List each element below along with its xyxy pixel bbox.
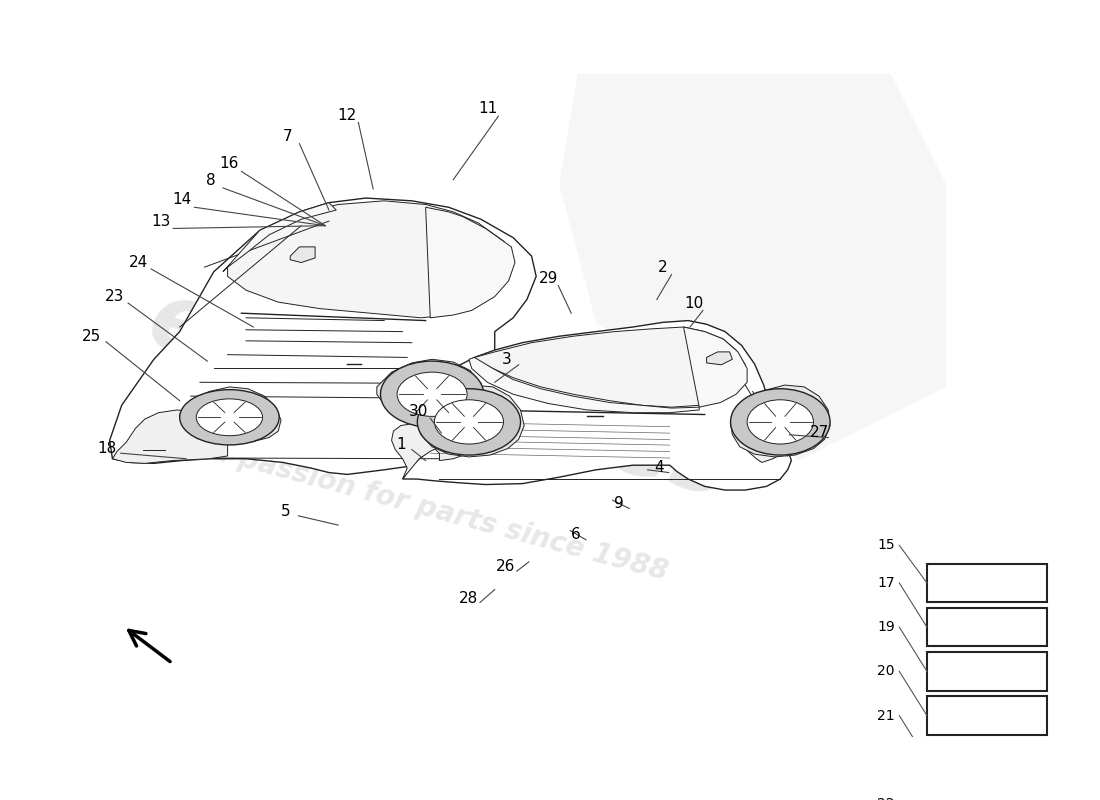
Ellipse shape	[417, 389, 520, 455]
Polygon shape	[559, 74, 946, 461]
Polygon shape	[417, 385, 525, 457]
Ellipse shape	[434, 400, 504, 444]
Text: 19: 19	[877, 620, 894, 634]
Polygon shape	[740, 410, 793, 462]
Polygon shape	[426, 207, 515, 318]
Polygon shape	[683, 327, 747, 407]
Polygon shape	[223, 202, 337, 272]
Polygon shape	[110, 198, 536, 474]
Text: 24: 24	[129, 255, 147, 270]
Text: 9: 9	[614, 496, 624, 511]
Bar	[927, 785, 1046, 800]
Polygon shape	[730, 385, 830, 457]
Text: 8: 8	[206, 173, 216, 188]
Text: 21: 21	[877, 709, 894, 722]
Text: 26: 26	[496, 559, 516, 574]
Text: 11: 11	[478, 101, 498, 116]
Text: 30: 30	[408, 404, 428, 419]
Text: 18: 18	[97, 441, 117, 456]
Text: 6: 6	[571, 526, 581, 542]
Bar	[927, 608, 1046, 646]
Text: 15: 15	[877, 538, 894, 552]
Text: 16: 16	[220, 157, 239, 171]
Text: 4: 4	[653, 461, 663, 475]
Polygon shape	[403, 321, 791, 490]
Ellipse shape	[730, 389, 830, 455]
Text: 17: 17	[877, 576, 894, 590]
Polygon shape	[179, 387, 280, 442]
Ellipse shape	[397, 372, 468, 416]
Text: 10: 10	[684, 297, 703, 311]
Bar	[927, 652, 1046, 690]
Polygon shape	[228, 201, 514, 318]
Text: 27: 27	[811, 426, 829, 441]
Bar	[927, 564, 1046, 602]
Text: 20: 20	[877, 664, 894, 678]
Polygon shape	[474, 327, 746, 407]
Ellipse shape	[179, 390, 279, 445]
Text: 23: 23	[104, 289, 124, 304]
Text: 1: 1	[396, 437, 406, 451]
Polygon shape	[377, 359, 485, 427]
Text: 22: 22	[877, 797, 894, 800]
Bar	[927, 741, 1046, 779]
Text: a passion for parts since 1988: a passion for parts since 1988	[208, 437, 671, 586]
Text: 29: 29	[539, 270, 558, 286]
Polygon shape	[392, 424, 440, 479]
Polygon shape	[422, 406, 487, 461]
Ellipse shape	[747, 400, 814, 444]
Text: 13: 13	[152, 214, 170, 229]
Polygon shape	[469, 358, 700, 413]
Text: 12: 12	[338, 108, 358, 122]
Bar	[927, 697, 1046, 734]
Text: 3: 3	[502, 352, 512, 366]
Ellipse shape	[196, 399, 263, 436]
Text: 2: 2	[658, 260, 668, 274]
Polygon shape	[112, 410, 228, 463]
Polygon shape	[706, 352, 733, 365]
Text: 5: 5	[280, 504, 290, 518]
Text: 25: 25	[81, 329, 101, 344]
Polygon shape	[290, 247, 315, 262]
Text: 14: 14	[172, 192, 191, 207]
Text: eurospares: eurospares	[139, 274, 740, 518]
Ellipse shape	[381, 361, 484, 427]
Text: 28: 28	[460, 591, 478, 606]
Text: 7: 7	[283, 129, 293, 144]
